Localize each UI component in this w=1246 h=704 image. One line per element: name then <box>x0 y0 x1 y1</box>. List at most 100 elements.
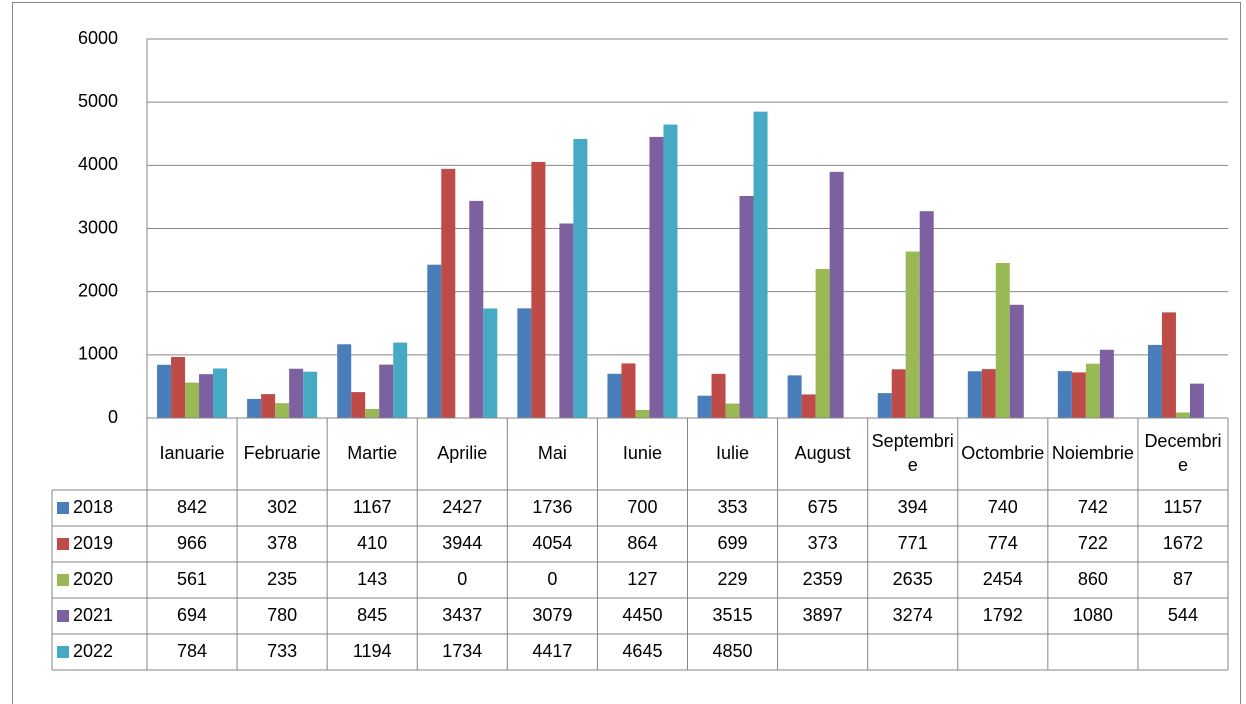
table-value: 394 <box>898 497 928 517</box>
table-value: 2635 <box>893 569 933 589</box>
bar <box>1085 363 1100 418</box>
bar <box>877 393 892 418</box>
legend-label: 2018 <box>73 497 113 517</box>
bar <box>247 398 262 418</box>
bar <box>697 395 712 418</box>
bar <box>379 364 394 418</box>
table-value: 0 <box>457 569 467 589</box>
bar <box>517 308 532 418</box>
legend-label: 2020 <box>73 569 113 589</box>
category-label: August <box>795 443 851 463</box>
table-value: 410 <box>357 533 387 553</box>
table-value: 3274 <box>893 605 933 625</box>
bar <box>1189 383 1204 418</box>
table-value: 544 <box>1168 605 1198 625</box>
table-value: 966 <box>177 533 207 553</box>
category-label: Mai <box>538 443 567 463</box>
table-value: 4850 <box>713 641 753 661</box>
legend-key <box>57 574 69 586</box>
bar <box>1147 344 1162 418</box>
y-tick-label: 4000 <box>78 154 118 174</box>
category-label: Noiembrie <box>1052 443 1134 463</box>
bar <box>337 344 352 418</box>
table-value: 3515 <box>713 605 753 625</box>
table-value: 864 <box>627 533 657 553</box>
table-value: 4645 <box>622 641 662 661</box>
bar <box>393 342 408 418</box>
category-label: Aprilie <box>437 443 487 463</box>
table-value: 3437 <box>442 605 482 625</box>
legend-label: 2021 <box>73 605 113 625</box>
table-value: 842 <box>177 497 207 517</box>
bar <box>213 368 228 418</box>
legend-key <box>57 646 69 658</box>
bar <box>663 124 678 419</box>
table-value: 353 <box>718 497 748 517</box>
bar <box>289 368 304 418</box>
table-value: 3897 <box>803 605 843 625</box>
table-value: 774 <box>988 533 1018 553</box>
bar <box>1057 371 1072 418</box>
table-value: 3079 <box>532 605 572 625</box>
table-value: 771 <box>898 533 928 553</box>
table-value: 2427 <box>442 497 482 517</box>
category-label: Iunie <box>623 443 662 463</box>
bar <box>1009 304 1024 418</box>
bar <box>787 375 802 418</box>
bar <box>753 111 768 419</box>
bar <box>573 138 588 418</box>
table-value: 1734 <box>442 641 482 661</box>
y-tick-label: 2000 <box>78 280 118 300</box>
table-value: 845 <box>357 605 387 625</box>
table-value: 1672 <box>1163 533 1203 553</box>
bar <box>427 264 442 418</box>
table-value: 561 <box>177 569 207 589</box>
chart-frame <box>12 2 1241 704</box>
bar <box>185 382 200 418</box>
bar <box>469 200 484 418</box>
table-value: 87 <box>1173 569 1193 589</box>
bar <box>171 356 186 418</box>
table-value: 694 <box>177 605 207 625</box>
bar <box>891 369 906 418</box>
category-label: Ianuarie <box>160 443 225 463</box>
table-value: 4417 <box>532 641 572 661</box>
y-tick-label: 3000 <box>78 217 118 237</box>
table-value: 229 <box>718 569 748 589</box>
bar <box>1175 412 1190 418</box>
table-value: 4450 <box>622 605 662 625</box>
category-label: Octombrie <box>961 443 1044 463</box>
category-label: Iulie <box>716 443 749 463</box>
bar <box>725 403 740 418</box>
table-value: 780 <box>267 605 297 625</box>
bar <box>199 374 214 418</box>
bar <box>261 394 276 418</box>
bar <box>607 373 622 418</box>
table-value: 1194 <box>353 641 392 661</box>
bar <box>531 161 546 418</box>
table-value: 378 <box>267 533 297 553</box>
table-value: 1792 <box>983 605 1023 625</box>
category-label: Martie <box>347 443 397 463</box>
table-value: 742 <box>1078 497 1108 517</box>
table-value: 0 <box>547 569 557 589</box>
y-tick-label: 1000 <box>78 344 118 364</box>
bar <box>905 251 920 418</box>
bar <box>801 394 816 418</box>
bar <box>739 195 754 418</box>
bar <box>967 371 982 418</box>
bar <box>157 364 172 418</box>
y-tick-label: 6000 <box>78 28 118 48</box>
bar <box>919 211 934 418</box>
table-value: 740 <box>988 497 1018 517</box>
bar <box>711 373 726 418</box>
table-value: 1736 <box>532 497 572 517</box>
bar <box>1099 349 1114 418</box>
bar <box>441 168 456 418</box>
table-value: 733 <box>267 641 297 661</box>
y-tick-label: 0 <box>108 407 118 427</box>
bar <box>559 223 574 418</box>
table-value: 4054 <box>532 533 572 553</box>
bar <box>351 392 366 418</box>
